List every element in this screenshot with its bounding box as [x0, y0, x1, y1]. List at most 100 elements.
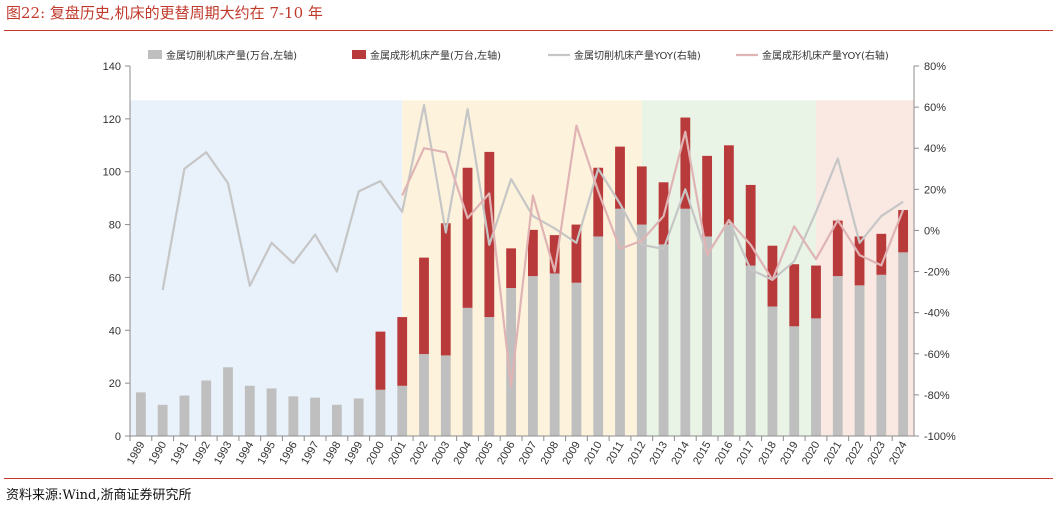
bar-cutting-2002 — [419, 354, 429, 436]
bar-cutting-1994 — [244, 385, 255, 436]
x-tick-label-1997: 1997 — [299, 440, 322, 467]
bar-cutting-2003 — [440, 355, 451, 436]
x-tick-label-2014: 2014 — [669, 440, 692, 467]
x-tick-label-2005: 2005 — [473, 440, 496, 467]
right-tick-label: -80% — [924, 390, 950, 402]
x-tick-label-2007: 2007 — [517, 440, 540, 467]
right-tick-label: 0% — [924, 225, 940, 237]
figure-source: 资料来源:Wind,浙商证券研究所 — [6, 488, 192, 503]
bar-cutting-2020 — [811, 318, 821, 436]
chart-area: 0 20 40 60 80 100 120 140 -100% -80% -60% -40% -20% 0… — [103, 49, 956, 467]
bar-cutting-2009 — [571, 282, 582, 436]
bar-cutting-1993 — [223, 367, 233, 436]
bar-forming-2017 — [745, 184, 756, 266]
bar-cutting-2017 — [745, 265, 756, 436]
bar-cutting-2018 — [767, 306, 778, 436]
x-tick-label-1993: 1993 — [212, 440, 235, 467]
bar-cutting-2015 — [702, 236, 713, 436]
figure-title: 图22: 复盘历史,机床的更替周期大约在 7-10 年 — [6, 4, 323, 22]
bar-forming-2015 — [702, 155, 713, 237]
bar-cutting-1998 — [331, 404, 342, 436]
bar-cutting-2012 — [636, 224, 647, 436]
bar-forming-2011 — [615, 146, 625, 209]
bar-cutting-1990 — [157, 404, 168, 436]
right-tick-label: 60% — [924, 102, 946, 114]
bar-cutting-2013 — [658, 244, 669, 436]
bar-cutting-1997 — [310, 397, 321, 436]
x-tick-label-2013: 2013 — [648, 440, 671, 467]
bar-forming-2019 — [789, 264, 800, 327]
x-tick-label-1999: 1999 — [343, 440, 366, 467]
x-tick-label-1995: 1995 — [256, 440, 279, 467]
left-tick-label: 140 — [103, 61, 121, 73]
bar-forming-2001 — [397, 317, 408, 386]
x-tick-label-2009: 2009 — [560, 440, 583, 467]
left-tick-label: 80 — [109, 220, 121, 232]
x-tick-label-2004: 2004 — [452, 440, 475, 467]
right-tick-label: 20% — [924, 184, 946, 196]
bar-forming-2018 — [767, 245, 778, 307]
x-tick-label-1994: 1994 — [234, 440, 257, 467]
bar-cutting-2024 — [898, 252, 909, 436]
x-tick-label-2015: 2015 — [691, 440, 714, 467]
right-tick-label: -20% — [924, 267, 950, 279]
right-tick-label: 80% — [924, 61, 946, 73]
x-tick-label-2023: 2023 — [865, 440, 888, 467]
x-tick-label-2024: 2024 — [887, 440, 910, 467]
bar-forming-2021 — [832, 220, 843, 277]
bar-cutting-2010 — [593, 236, 604, 436]
bar-forming-2006 — [506, 248, 517, 288]
line-series — [161, 104, 905, 388]
bar-forming-2024 — [898, 210, 909, 253]
x-tick-label-2000: 2000 — [364, 440, 387, 467]
legend-label-1: 金属成形机床产量(万台,左轴) — [370, 49, 501, 62]
bar-forming-2010 — [593, 167, 604, 237]
legend-swatch-0 — [148, 50, 162, 59]
x-tick-label-2011: 2011 — [604, 440, 626, 466]
x-tick-label-2008: 2008 — [539, 440, 562, 467]
x-tick-label-2017: 2017 — [735, 440, 758, 467]
x-tick-label-1989: 1989 — [125, 440, 148, 467]
left-tick-label: 60 — [109, 272, 121, 284]
bar-cutting-1992 — [201, 380, 212, 436]
x-tick-label-1991: 1991 — [168, 440, 191, 467]
x-tick-label-2018: 2018 — [756, 440, 779, 467]
bar-forming-2000 — [375, 331, 386, 390]
x-tick-label-2010: 2010 — [582, 440, 605, 467]
bar-cutting-1996 — [288, 396, 299, 436]
title-rule — [4, 30, 1053, 31]
bar-forming-2023 — [876, 233, 887, 275]
bar-cutting-2001 — [397, 385, 408, 436]
bar-cutting-2005 — [484, 317, 495, 436]
left-tick-label: 120 — [103, 114, 121, 126]
left-tick-label: 40 — [109, 325, 121, 337]
bar-cutting-2014 — [680, 208, 691, 436]
bar-forming-2022 — [854, 236, 865, 286]
bar-forming-2004 — [462, 167, 473, 308]
shaded-period-1989-2001 — [130, 100, 403, 436]
x-tick-label-1996: 1996 — [277, 440, 300, 467]
left-tick-label: 20 — [109, 378, 121, 390]
legend-label-2: 金属切削机床产量YOY(右轴) — [574, 49, 701, 62]
source-rule — [4, 478, 1053, 479]
bar-forming-2014 — [680, 117, 691, 209]
bar-cutting-1995 — [266, 388, 277, 436]
x-tick-label-1990: 1990 — [147, 440, 170, 467]
bar-cutting-1989 — [135, 392, 146, 436]
bar-forming-2009 — [571, 224, 582, 283]
x-tick-label-2006: 2006 — [495, 440, 518, 467]
bar-cutting-2016 — [723, 224, 734, 436]
x-tick-label-2019: 2019 — [778, 440, 801, 467]
x-tick-label-1992: 1992 — [190, 440, 213, 467]
bar-forming-2012 — [636, 166, 647, 225]
right-tick-label: -40% — [924, 308, 950, 320]
x-tick-label-2002: 2002 — [408, 440, 431, 467]
x-tick-label-2022: 2022 — [844, 440, 867, 467]
bar-forming-2003 — [440, 223, 451, 356]
bar-cutting-2006 — [506, 288, 517, 436]
bar-forming-2008 — [549, 235, 560, 274]
bar-cutting-1991 — [179, 395, 190, 436]
bar-cutting-2021 — [832, 276, 843, 436]
bar-cutting-2022 — [854, 285, 865, 436]
line-cutting-yoy — [161, 104, 904, 291]
